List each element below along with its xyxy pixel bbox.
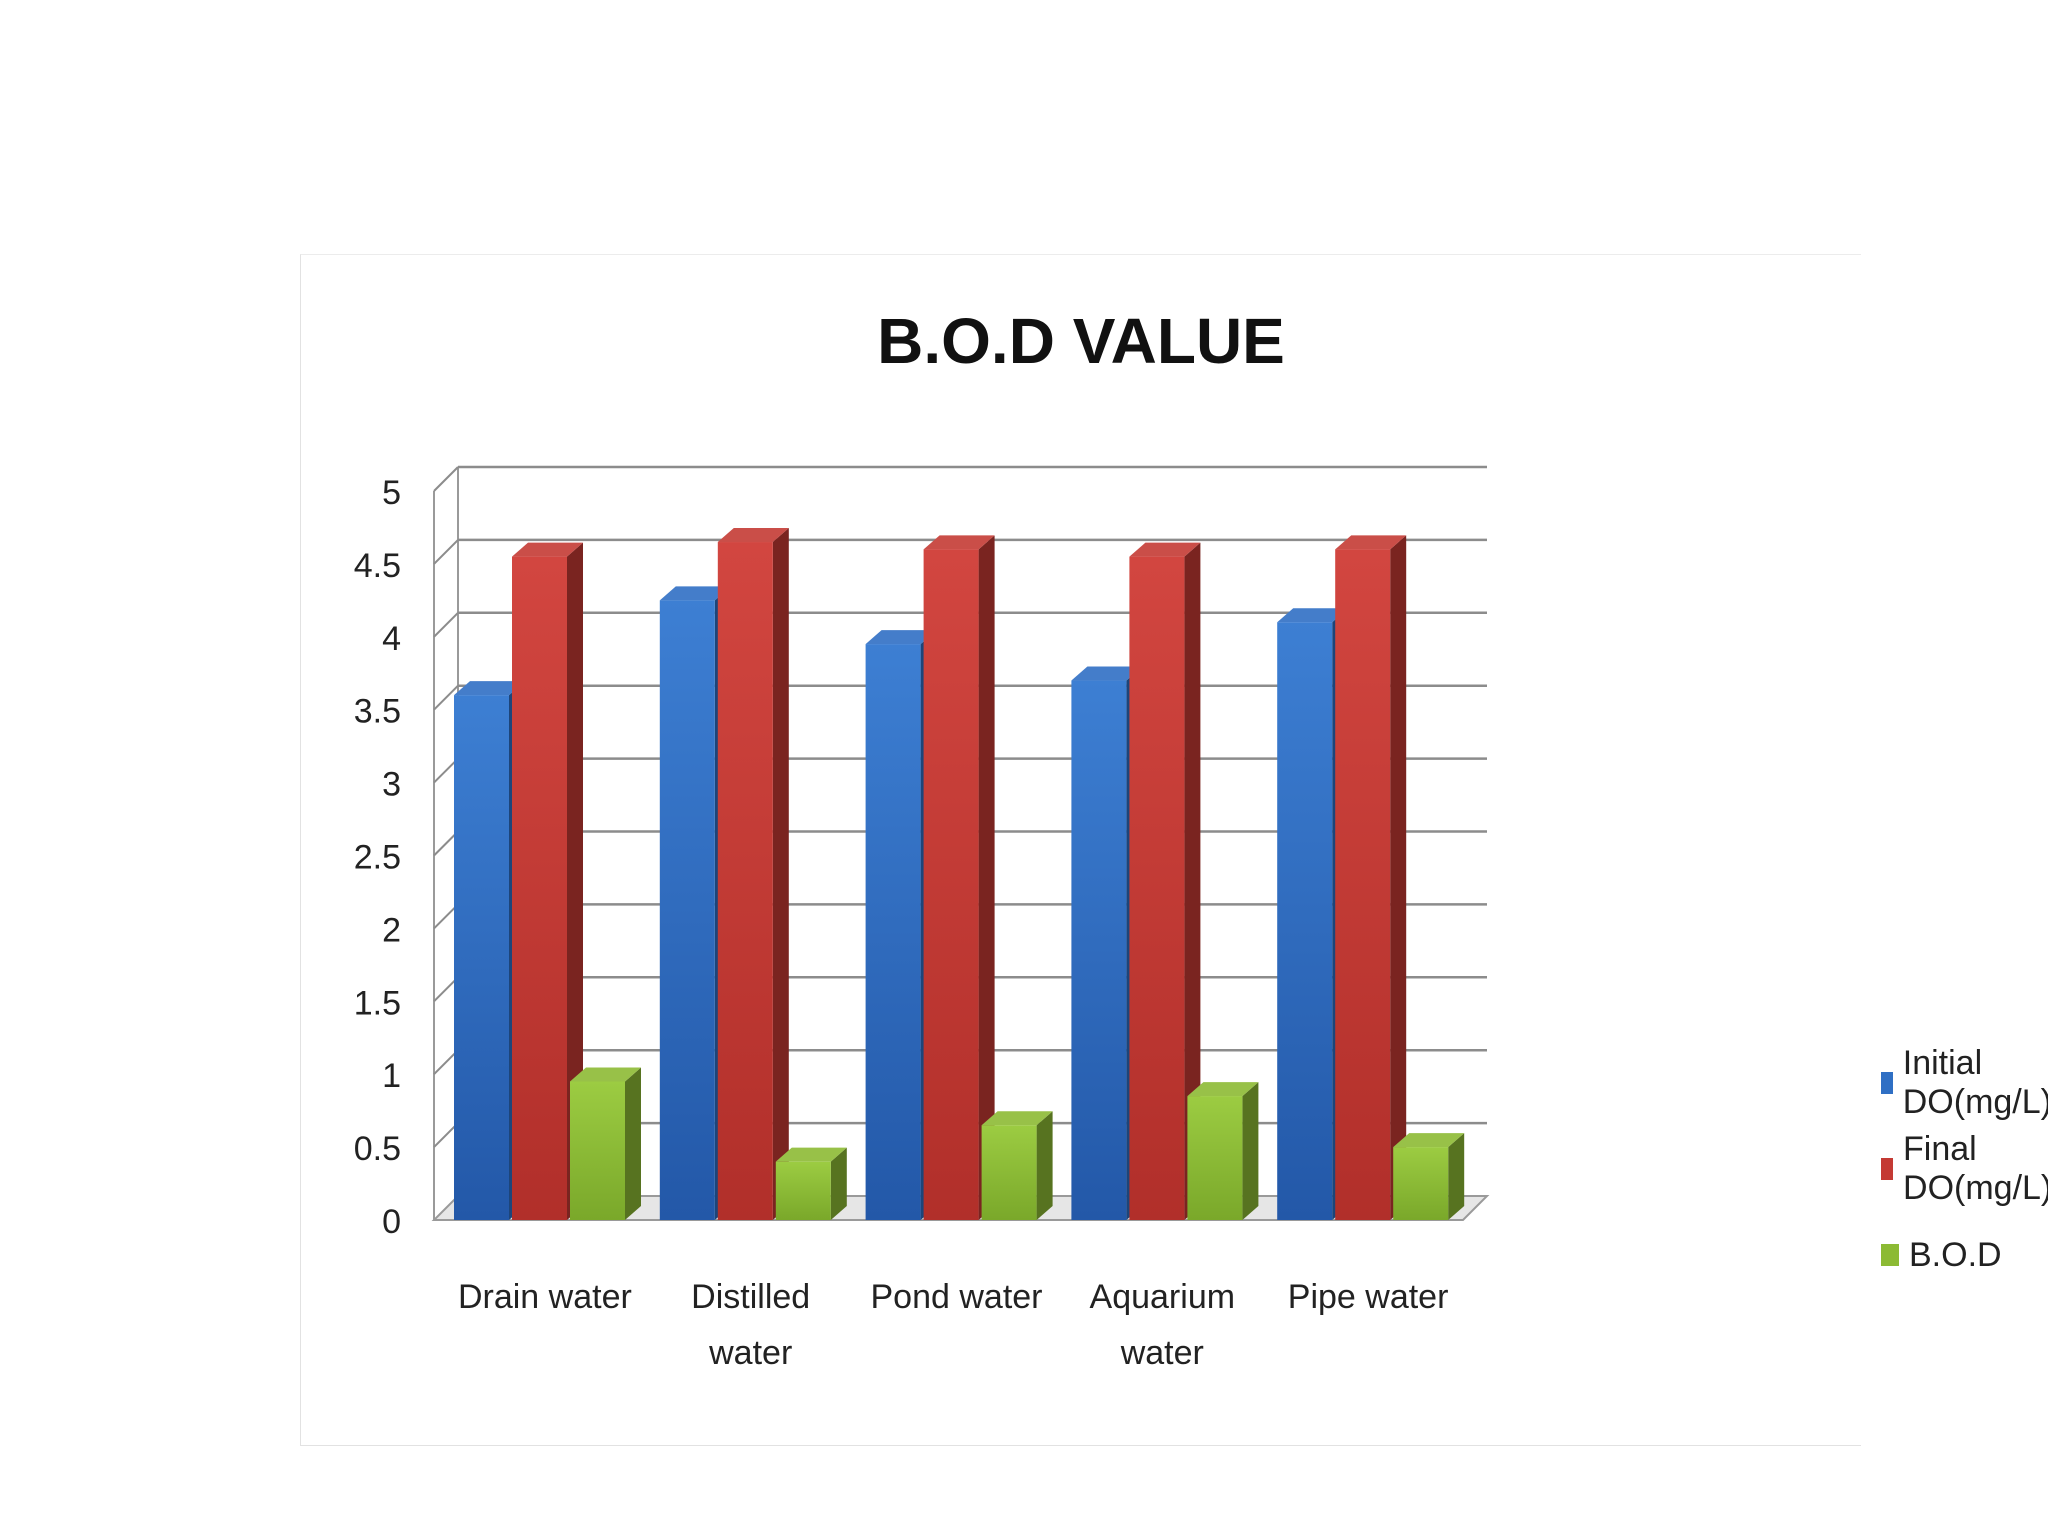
- bar: [1187, 1082, 1259, 1220]
- bar-top: [1277, 608, 1349, 623]
- bar: [981, 1111, 1053, 1220]
- bar: [512, 542, 583, 1220]
- y-tick-label: 2: [382, 911, 401, 949]
- bar-front: [1129, 556, 1185, 1220]
- gridline-diagonal: [433, 466, 459, 492]
- y-tick-label: 4: [382, 620, 401, 658]
- bar-front: [981, 1125, 1037, 1220]
- bar-top: [923, 535, 995, 550]
- y-tick-label: 5: [382, 474, 401, 512]
- bar-side: [1184, 542, 1201, 1220]
- gridline-diagonal: [433, 539, 459, 565]
- y-axis-ticks: 0 0.5 1 1.5 2 2.5 3 3.5 4 4.5 5: [354, 474, 401, 1241]
- x-tick-label: Distilled: [691, 1278, 810, 1316]
- bar-side: [1390, 535, 1407, 1220]
- bar-side: [978, 535, 995, 1220]
- bar-side: [830, 1147, 847, 1220]
- bar-top: [512, 542, 583, 557]
- bar-front: [923, 549, 979, 1220]
- bar-front: [1335, 549, 1391, 1220]
- bar: [1393, 1133, 1465, 1220]
- bar-top: [717, 528, 789, 543]
- bar-side: [1242, 1082, 1259, 1220]
- bar-top: [1071, 666, 1143, 681]
- x-tick-label: Pond water: [871, 1278, 1043, 1316]
- chart-panel: B.O.D VALUE 0 0.5 1 1.5 2 2.5 3 3.5 4 4.5 5 Drain …: [300, 254, 2048, 1446]
- bar-side: [772, 528, 789, 1220]
- legend-item-final-do: Final DO(mg/L): [1881, 1130, 2048, 1207]
- bar-front: [659, 600, 715, 1220]
- legend-item-bod: B.O.D: [1881, 1235, 2048, 1274]
- gridline-diagonal: [433, 684, 459, 711]
- legend-item-initial-do: Initial DO(mg/L): [1881, 1044, 2048, 1121]
- bar-side: [1036, 1111, 1053, 1220]
- y-tick-label: 3.5: [354, 693, 401, 731]
- bar-front: [1277, 622, 1333, 1220]
- legend-swatch-final-do: [1881, 1158, 1894, 1180]
- bar-top: [865, 630, 937, 645]
- y-tick-label: 0.5: [354, 1130, 401, 1168]
- bar-top: [454, 681, 525, 696]
- bar: [923, 535, 995, 1220]
- legend-label-final-do: Final DO(mg/L): [1903, 1130, 2048, 1207]
- bar-front: [454, 695, 509, 1220]
- x-tick-label: water: [708, 1334, 792, 1372]
- bars: [454, 528, 1465, 1220]
- bar-top: [1129, 542, 1201, 557]
- legend-label-bod: B.O.D: [1909, 1235, 2002, 1274]
- y-tick-label: 2.5: [354, 839, 401, 877]
- bar-front: [865, 644, 921, 1220]
- chart-title: B.O.D VALUE: [877, 305, 1285, 377]
- bar-top: [775, 1147, 847, 1162]
- bar-front: [1071, 680, 1127, 1220]
- bar-top: [1335, 535, 1407, 550]
- bar-front: [717, 542, 773, 1220]
- bar: [717, 528, 789, 1220]
- bar: [570, 1067, 641, 1220]
- bar-top: [1187, 1082, 1259, 1097]
- x-tick-label: Pipe water: [1288, 1278, 1449, 1316]
- y-tick-label: 1.5: [354, 984, 401, 1022]
- x-tick-label: Aquarium: [1090, 1278, 1236, 1316]
- y-tick-label: 4.5: [354, 547, 401, 585]
- bar-top: [1393, 1133, 1465, 1148]
- bar-side: [567, 542, 583, 1220]
- bar-top: [981, 1111, 1053, 1126]
- y-tick-label: 0: [382, 1203, 401, 1241]
- bar-front: [775, 1161, 831, 1220]
- bar: [1335, 535, 1407, 1220]
- gridline-diagonal: [433, 612, 459, 638]
- y-tick-label: 1: [382, 1057, 401, 1095]
- bar-top: [570, 1067, 641, 1082]
- bar-chart: B.O.D VALUE 0 0.5 1 1.5 2 2.5 3 3.5 4 4.5 5 Drain …: [354, 305, 1490, 1372]
- bar-side: [625, 1067, 641, 1220]
- legend-swatch-initial-do: [1881, 1072, 1893, 1094]
- bar-front: [570, 1081, 625, 1220]
- bar-front: [1187, 1096, 1243, 1220]
- bar-side: [1448, 1133, 1465, 1220]
- bar-front: [1393, 1147, 1449, 1220]
- x-tick-label: water: [1120, 1334, 1204, 1372]
- y-tick-label: 3: [382, 766, 401, 804]
- bar: [775, 1147, 847, 1220]
- legend: Initial DO(mg/L) Final DO(mg/L) B.O.D: [1881, 1044, 2048, 1323]
- bar-top: [659, 586, 731, 601]
- x-axis-labels: Drain water Distilled water Pond water Aquar…: [458, 1278, 1448, 1372]
- x-tick-label: Drain water: [458, 1278, 632, 1316]
- legend-label-initial-do: Initial DO(mg/L): [1902, 1044, 2048, 1121]
- bar: [1129, 542, 1201, 1220]
- bar-front: [512, 556, 567, 1220]
- legend-swatch-bod: [1881, 1244, 1899, 1266]
